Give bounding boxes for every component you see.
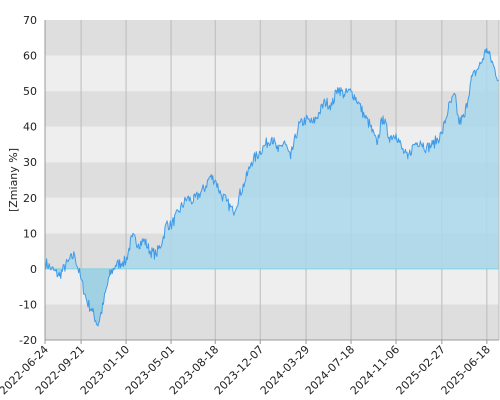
y-axis-label: [Zmiany %] (7, 148, 20, 212)
plot-frame (44, 20, 500, 341)
grid-band (45, 20, 499, 56)
grid-band (45, 91, 499, 127)
y-tick-label: 10 (23, 227, 37, 240)
grid-band (45, 268, 499, 305)
y-tick-label: 40 (23, 121, 37, 134)
y-tick-label: 30 (23, 156, 37, 169)
area-fill-positive (45, 48, 499, 269)
y-tick-label: 70 (23, 14, 37, 27)
x-axis-ticks: 2022-06-242022-09-212023-01-102023-05-01… (0, 340, 493, 397)
y-tick-label: 0 (30, 263, 37, 276)
y-tick-label: -10 (19, 298, 37, 311)
grid-band (45, 304, 499, 340)
grid-band (45, 55, 499, 92)
y-tick-label: 50 (23, 85, 37, 98)
series-line (44, 47, 500, 327)
y-tick-label: 60 (23, 50, 37, 63)
area-fill-negative (45, 268, 499, 326)
y-axis-ticks: -20 -10 0 10 20 30 40 50 60 70 (19, 14, 37, 347)
series-line-path (44, 47, 500, 327)
series-area (45, 48, 499, 326)
y-tick-label: 20 (23, 192, 37, 205)
y-tick-label: -20 (19, 334, 37, 347)
